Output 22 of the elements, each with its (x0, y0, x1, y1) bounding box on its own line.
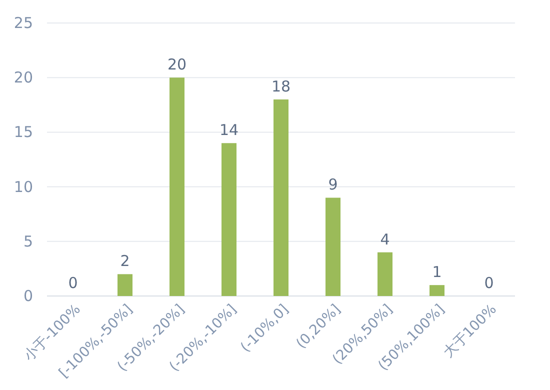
data-label: 14 (219, 121, 239, 140)
bar (378, 252, 392, 296)
bar (430, 285, 444, 296)
y-tick-label: 25 (14, 14, 33, 32)
y-tick-label: 5 (23, 232, 33, 250)
bar (118, 274, 132, 296)
data-label: 0 (68, 274, 78, 292)
y-tick-label: 10 (14, 178, 33, 196)
y-tick-label: 20 (14, 68, 33, 87)
bar (274, 99, 288, 296)
data-label: 9 (328, 176, 338, 194)
y-tick-label: 15 (14, 123, 33, 142)
bar (222, 143, 236, 296)
data-label: 0 (484, 274, 494, 292)
bar (170, 78, 184, 296)
data-label: 4 (380, 230, 390, 248)
data-label: 18 (271, 77, 291, 96)
data-label: 1 (432, 263, 442, 282)
y-tick-label: 0 (23, 287, 33, 305)
data-label: 20 (167, 56, 187, 74)
data-label: 2 (120, 252, 130, 270)
bar (326, 198, 340, 296)
